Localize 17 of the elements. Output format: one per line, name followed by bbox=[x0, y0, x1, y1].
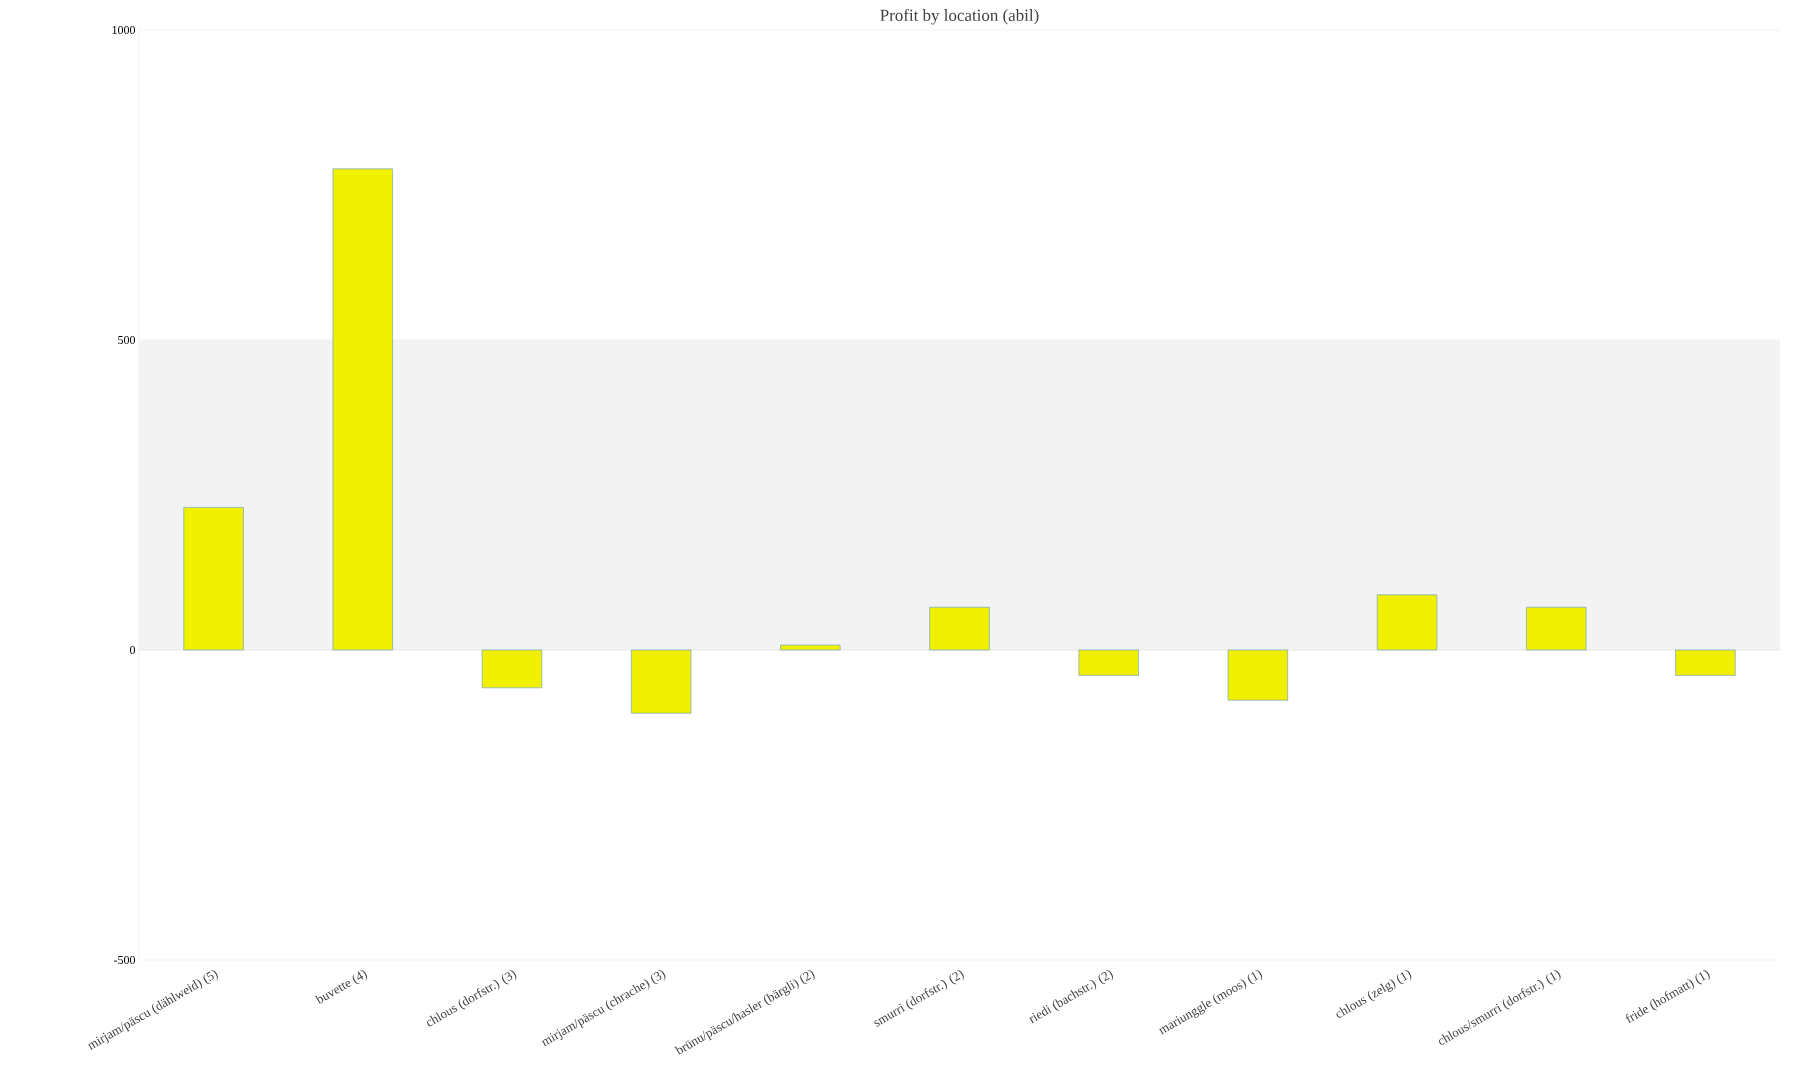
bar bbox=[1227, 649, 1289, 701]
bar bbox=[1526, 606, 1587, 651]
bar bbox=[183, 507, 244, 651]
y-tick-label: 1000 bbox=[112, 25, 136, 35]
bar bbox=[1675, 649, 1736, 676]
bar bbox=[481, 649, 543, 689]
chart-title: Profit by location (abil) bbox=[880, 8, 1039, 25]
y-tick-label: 0 bbox=[129, 645, 136, 655]
bar bbox=[332, 168, 393, 651]
bar bbox=[1376, 594, 1438, 651]
y-tick-label: 500 bbox=[118, 335, 136, 345]
y-tick-label: -500 bbox=[114, 955, 136, 965]
bar bbox=[929, 606, 990, 651]
bar bbox=[1078, 649, 1139, 676]
bar bbox=[780, 644, 841, 651]
bar bbox=[631, 649, 692, 714]
x-tick-label: chlous (zelg) (1) bbox=[1336, 970, 1412, 1018]
